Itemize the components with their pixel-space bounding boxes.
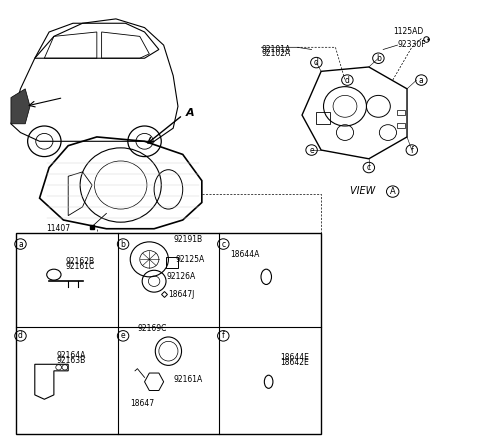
Text: 92169C: 92169C	[137, 324, 167, 334]
Text: 18644E: 18644E	[281, 353, 310, 362]
Polygon shape	[11, 89, 30, 124]
Text: a: a	[419, 76, 424, 84]
Text: 18644A: 18644A	[230, 250, 260, 259]
Text: 92164A: 92164A	[56, 351, 85, 360]
Text: 92161C: 92161C	[66, 262, 95, 271]
Text: e: e	[309, 146, 314, 154]
Text: a: a	[18, 239, 23, 249]
Text: 92161A: 92161A	[173, 375, 203, 384]
Text: f: f	[222, 331, 225, 341]
Text: 1125AD: 1125AD	[393, 27, 423, 36]
Bar	[397, 110, 405, 115]
Text: 92162B: 92162B	[66, 257, 95, 266]
Text: e: e	[121, 331, 125, 341]
Text: 18647: 18647	[130, 399, 154, 408]
Text: 18647J: 18647J	[168, 290, 195, 298]
Text: 11407: 11407	[47, 224, 71, 233]
Bar	[166, 257, 178, 268]
Text: f: f	[410, 146, 413, 154]
Text: 18642E: 18642E	[281, 358, 309, 367]
Text: c: c	[221, 239, 225, 249]
Bar	[397, 123, 405, 128]
Text: d: d	[18, 331, 23, 341]
Text: b: b	[376, 54, 381, 63]
Text: d: d	[314, 58, 319, 67]
Text: A: A	[186, 108, 194, 118]
Text: 92163B: 92163B	[56, 356, 85, 365]
Text: 92126A: 92126A	[166, 272, 195, 281]
Bar	[16, 233, 321, 434]
Text: b: b	[120, 239, 125, 249]
Text: A: A	[390, 187, 396, 196]
Text: 92125A: 92125A	[176, 254, 205, 264]
Text: c: c	[367, 163, 371, 172]
Text: 92330F: 92330F	[397, 40, 426, 49]
Text: 92101A: 92101A	[262, 45, 291, 54]
Text: 92102A: 92102A	[262, 49, 291, 58]
Text: VIEW: VIEW	[350, 186, 378, 196]
Text: 92191B: 92191B	[173, 235, 202, 244]
Text: d: d	[345, 76, 350, 84]
